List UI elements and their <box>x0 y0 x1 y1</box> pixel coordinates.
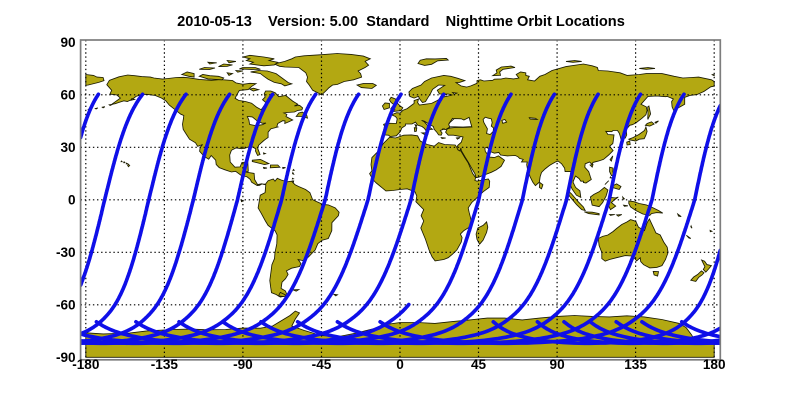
svg-text:-180: -180 <box>72 357 99 372</box>
svg-text:-45: -45 <box>312 357 332 372</box>
svg-text:-60: -60 <box>56 297 76 312</box>
svg-text:2010-05-13 Version: 5.00 S: 2010-05-13 Version: 5.00 Standard Nightt… <box>177 14 625 30</box>
svg-text:90: 90 <box>550 357 565 372</box>
svg-text:180: 180 <box>703 357 726 372</box>
svg-text:135: 135 <box>624 357 647 372</box>
svg-text:30: 30 <box>60 140 75 155</box>
svg-text:45: 45 <box>471 357 487 372</box>
svg-text:0: 0 <box>396 357 404 372</box>
svg-text:-90: -90 <box>56 350 76 365</box>
svg-text:90: 90 <box>60 35 75 50</box>
svg-text:0: 0 <box>68 192 76 207</box>
svg-text:60: 60 <box>60 87 75 102</box>
svg-text:-135: -135 <box>151 357 179 372</box>
svg-text:-30: -30 <box>56 245 76 260</box>
svg-text:-90: -90 <box>233 357 253 372</box>
